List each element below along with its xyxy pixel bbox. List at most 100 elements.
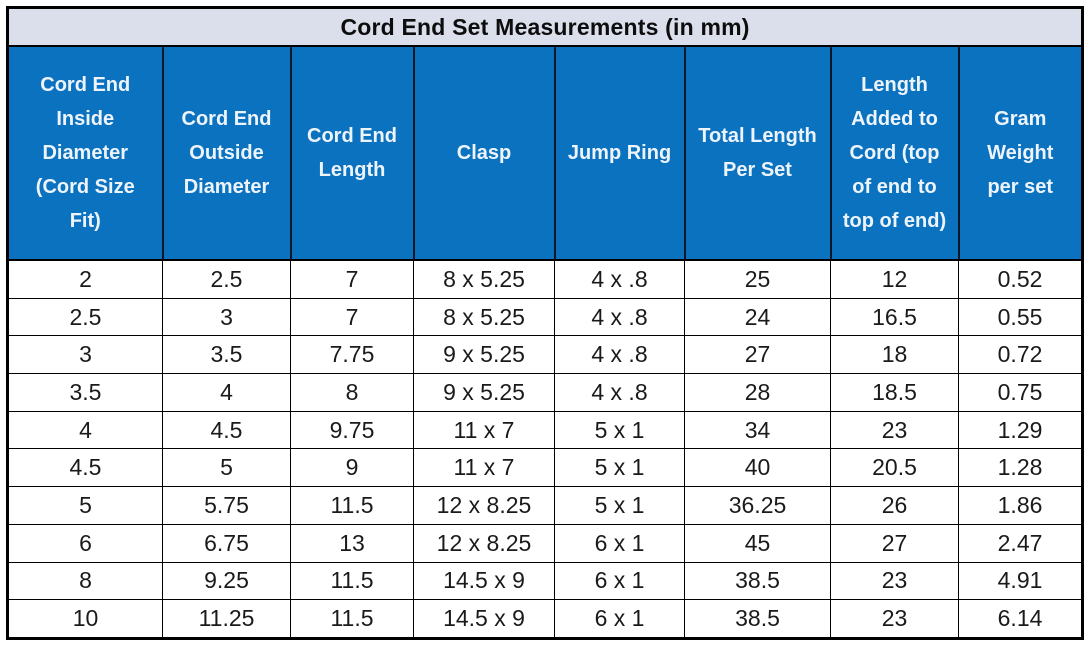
column-header-3: Cord End Length <box>289 46 415 261</box>
table-cell: 11 x 7 <box>413 410 555 450</box>
table-cell: 2.5 <box>7 297 163 337</box>
table-cell: 4.91 <box>957 561 1084 601</box>
column-header-8: Gram Weight per set <box>957 46 1084 261</box>
table-cell: 8 <box>7 561 163 601</box>
table-cell: 36.25 <box>684 486 831 525</box>
table-row: 2.5 3 7 8 x 5.25 4 x .8 24 16.5 0.55 <box>7 297 1084 337</box>
table-row: 2 2.5 7 8 x 5.25 4 x .8 25 12 0.52 <box>7 259 1084 299</box>
table-cell: 0.72 <box>957 335 1084 375</box>
cord-end-measurements-table: Cord End Set Measurements (in mm) Cord E… <box>6 6 1085 640</box>
table-cell: 3 <box>7 335 163 375</box>
table-cell: 6.14 <box>957 599 1084 639</box>
table-cell: 2.5 <box>162 259 291 299</box>
table-cell: 1.86 <box>957 486 1084 525</box>
table-cell: 6.75 <box>162 523 291 563</box>
table-cell: 4 <box>162 373 291 412</box>
table-cell: 4 x .8 <box>554 259 685 299</box>
table-row: 5 5.75 11.5 12 x 8.25 5 x 1 36.25 26 1.86 <box>7 486 1084 525</box>
table-cell: 3 <box>162 297 291 337</box>
table-cell: 11.5 <box>290 486 414 525</box>
table-cell: 2 <box>7 259 163 299</box>
column-header-4: Clasp <box>412 46 556 261</box>
table-row: 3 3.5 7.75 9 x 5.25 4 x .8 27 18 0.72 <box>7 335 1084 375</box>
table-cell: 6 x 1 <box>554 523 685 563</box>
table-cell: 5 x 1 <box>554 410 685 450</box>
table-cell: 9.25 <box>162 561 291 601</box>
table-cell: 45 <box>684 523 831 563</box>
table-cell: 12 x 8.25 <box>413 486 555 525</box>
table-cell: 0.52 <box>957 259 1084 299</box>
table-cell: 4 x .8 <box>554 373 685 412</box>
table-cell: 5 x 1 <box>554 448 685 488</box>
table-cell: 11 x 7 <box>413 448 555 488</box>
column-header-2: Cord End Outside Diameter <box>161 46 292 261</box>
table-cell: 7 <box>290 297 414 337</box>
table-cell: 9 x 5.25 <box>413 335 555 375</box>
table-title-row: Cord End Set Measurements (in mm) <box>7 7 1083 47</box>
table-cell: 5 <box>7 486 163 525</box>
table-cell: 26 <box>830 486 959 525</box>
table-cell: 3.5 <box>7 373 163 412</box>
table-cell: 5 <box>162 448 291 488</box>
table-cell: 38.5 <box>684 561 831 601</box>
table-cell: 8 <box>290 373 414 412</box>
table-cell: 9 x 5.25 <box>413 373 555 412</box>
table-cell: 13 <box>290 523 414 563</box>
table-cell: 8 x 5.25 <box>413 259 555 299</box>
table-cell: 4 x .8 <box>554 297 685 337</box>
table-cell: 27 <box>830 523 959 563</box>
table-cell: 6 <box>7 523 163 563</box>
table-body: 2 2.5 7 8 x 5.25 4 x .8 25 12 0.52 2.5 3 7 8 x 5.25… <box>7 259 1084 639</box>
table-cell: 18.5 <box>830 373 959 412</box>
table-cell: 14.5 x 9 <box>413 599 555 639</box>
table-cell: 0.55 <box>957 297 1084 337</box>
table-title: Cord End Set Measurements (in mm) <box>7 7 1083 47</box>
table-cell: 1.28 <box>957 448 1084 488</box>
table-cell: 16.5 <box>830 297 959 337</box>
table-cell: 9 <box>290 448 414 488</box>
table-cell: 10 <box>7 599 163 639</box>
table-row: 3.5 4 8 9 x 5.25 4 x .8 28 18.5 0.75 <box>7 373 1084 412</box>
column-header-5: Jump Ring <box>553 46 686 261</box>
table-cell: 4.5 <box>7 448 163 488</box>
table-cell: 23 <box>830 599 959 639</box>
table-cell: 23 <box>830 561 959 601</box>
table-cell: 4 x .8 <box>554 335 685 375</box>
table-cell: 5.75 <box>162 486 291 525</box>
column-header-1: Cord End Inside Diameter (Cord Size Fit) <box>6 46 164 261</box>
table-cell: 12 <box>830 259 959 299</box>
table-cell: 20.5 <box>830 448 959 488</box>
table-cell: 7.75 <box>290 335 414 375</box>
table-cell: 1.29 <box>957 410 1084 450</box>
table-cell: 18 <box>830 335 959 375</box>
table-cell: 0.75 <box>957 373 1084 412</box>
table-cell: 11.25 <box>162 599 291 639</box>
column-header-6: Total Length Per Set <box>683 46 832 261</box>
table-cell: 11.5 <box>290 561 414 601</box>
table-cell: 7 <box>290 259 414 299</box>
table-cell: 4.5 <box>162 410 291 450</box>
table-cell: 40 <box>684 448 831 488</box>
table-cell: 9.75 <box>290 410 414 450</box>
table-cell: 4 <box>7 410 163 450</box>
table-row: 6 6.75 13 12 x 8.25 6 x 1 45 27 2.47 <box>7 523 1084 563</box>
table-cell: 5 x 1 <box>554 486 685 525</box>
table-cell: 3.5 <box>162 335 291 375</box>
table-header-row: Cord End Inside Diameter (Cord Size Fit)… <box>6 46 1084 261</box>
table-cell: 8 x 5.25 <box>413 297 555 337</box>
table-cell: 24 <box>684 297 831 337</box>
table-cell: 2.47 <box>957 523 1084 563</box>
table-cell: 34 <box>684 410 831 450</box>
table-cell: 6 x 1 <box>554 561 685 601</box>
table-cell: 11.5 <box>290 599 414 639</box>
table-cell: 27 <box>684 335 831 375</box>
table-cell: 6 x 1 <box>554 599 685 639</box>
table-cell: 25 <box>684 259 831 299</box>
table-cell: 38.5 <box>684 599 831 639</box>
table-cell: 14.5 x 9 <box>413 561 555 601</box>
